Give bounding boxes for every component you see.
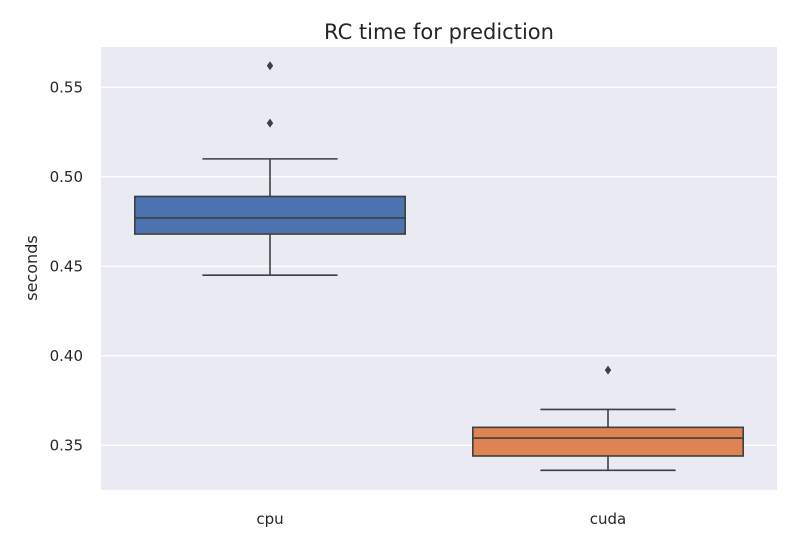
chart-title: RC time for prediction [324,20,554,44]
plot-area [101,47,777,490]
box-cuda [471,426,744,457]
y-tick-label: 0.55 [50,78,83,96]
y-tick-labels: 0.35 0.40 0.45 0.50 0.55 [50,78,83,454]
y-axis-label: seconds [22,235,41,300]
y-tick-label: 0.35 [50,436,83,454]
boxes-group [134,61,744,472]
y-tick-label: 0.45 [50,257,83,275]
x-tick-label: cuda [590,510,626,528]
box-cpu [134,195,406,235]
outlier-point [604,365,612,375]
x-tick-labels: cpu cuda [256,510,626,528]
y-tick-label: 0.50 [50,168,83,186]
outlier-point [266,61,274,71]
y-tick-label: 0.40 [50,347,83,365]
x-tick-label: cpu [256,510,283,528]
outlier-point [266,118,274,128]
